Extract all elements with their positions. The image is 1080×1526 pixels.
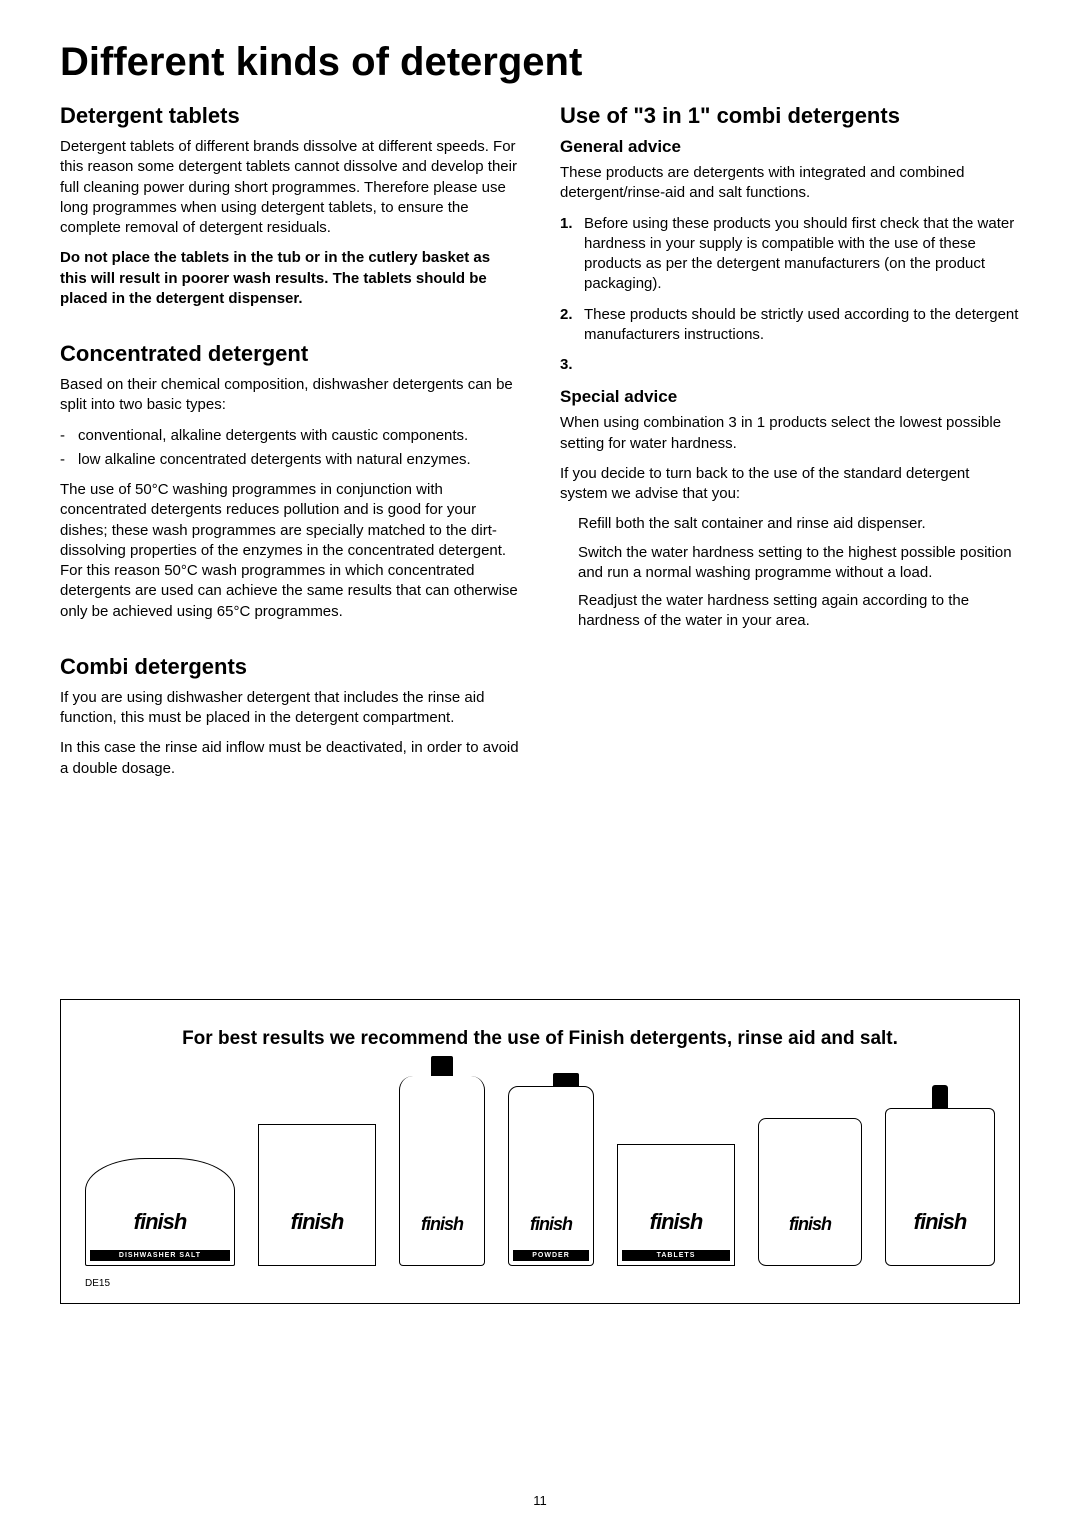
bullet-list: - conventional, alkaline detergents with… [60,426,520,471]
para: In this case the rinse aid inflow must b… [60,738,520,779]
list-item: Readjust the water hardness setting agai… [560,591,1020,632]
product-label: TABLETS [622,1250,730,1261]
list-item: Switch the water hardness setting to the… [560,543,1020,584]
brand-label: finish [517,1214,585,1241]
heading-combi: Combi detergents [60,654,520,680]
para: The use of 50°C washing programmes in co… [60,480,520,622]
box-title: For best results we recommend the use of… [85,1028,995,1050]
heading-detergent-tablets: Detergent tablets [60,103,520,129]
page-number: 11 [0,1493,1080,1508]
brand-label: finish [767,1214,853,1241]
list-text: conventional, alkaline detergents with c… [78,426,468,446]
product-powder-bottle: finish POWDER [508,1086,594,1266]
list-text: Readjust the water hardness setting agai… [578,591,1020,632]
product-salt: finish DISHWASHER SALT [85,1158,235,1266]
list-item: - low alkaline concentrated detergents w… [60,450,520,470]
product-rinse-aid: finish [758,1118,862,1266]
product-powder-box: finish [258,1124,376,1266]
brand-label: finish [894,1209,986,1241]
manual-page: Different kinds of detergent Detergent t… [0,0,1080,1526]
list-item: - conventional, alkaline detergents with… [60,426,520,446]
product-deodoriser: finish [885,1108,995,1266]
indent-list: Refill both the salt container and rinse… [560,514,1020,631]
dash-icon: - [60,426,78,446]
reference-code: DE15 [85,1278,995,1289]
two-column-layout: Detergent tablets Detergent tablets of d… [60,103,1020,789]
right-column: Use of "3 in 1" combi detergents General… [560,103,1020,789]
product-label: DISHWASHER SALT [90,1250,230,1261]
list-text: Before using these products you should f… [584,214,1020,295]
brand-label: finish [408,1214,476,1241]
dash-icon: - [60,450,78,470]
product-liquid-gel: finish [399,1076,485,1266]
numbered-list: 1. Before using these products you shoul… [560,214,1020,376]
brand-label: finish [267,1209,367,1241]
number-marker: 2. [560,305,584,346]
warning-para: Do not place the tablets in the tub or i… [60,248,520,309]
product-label: POWDER [513,1250,589,1261]
para: Detergent tablets of different brands di… [60,137,520,238]
recommendation-box: For best results we recommend the use of… [60,999,1020,1304]
list-text: These products should be strictly used a… [584,305,1020,346]
list-text: Refill both the salt container and rinse… [578,514,926,534]
product-tablets: finish TABLETS [617,1144,735,1266]
number-marker11</span> <span data-name=: 3. [560,355,584,375]
subheading-general: General advice [560,137,1020,157]
list-item: Refill both the salt container and rinse… [560,514,1020,534]
para: Based on their chemical composition, dis… [60,375,520,416]
left-column: Detergent tablets Detergent tablets of d… [60,103,520,789]
brand-label: finish [626,1209,726,1241]
list-text: low alkaline concentrated detergents wit… [78,450,471,470]
heading-3in1: Use of "3 in 1" combi detergents [560,103,1020,129]
number-marker: 1. [560,214,584,295]
list-item: 2. These products should be strictly use… [560,305,1020,346]
para: When using combination 3 in 1 products s… [560,413,1020,454]
page-title: Different kinds of detergent [60,40,1020,85]
list-text: Switch the water hardness setting to the… [578,543,1020,584]
heading-concentrated: Concentrated detergent [60,341,520,367]
list-item: 1. Before using these products you shoul… [560,214,1020,295]
para: These products are detergents with integ… [560,163,1020,204]
subheading-special: Special advice [560,387,1020,407]
para: If you are using dishwasher detergent th… [60,688,520,729]
list-item: 3. [560,355,1020,375]
products-row: finish DISHWASHER SALT finish finish fin… [85,1076,995,1266]
brand-label: finish [94,1209,226,1241]
para: If you decide to turn back to the use of… [560,464,1020,505]
